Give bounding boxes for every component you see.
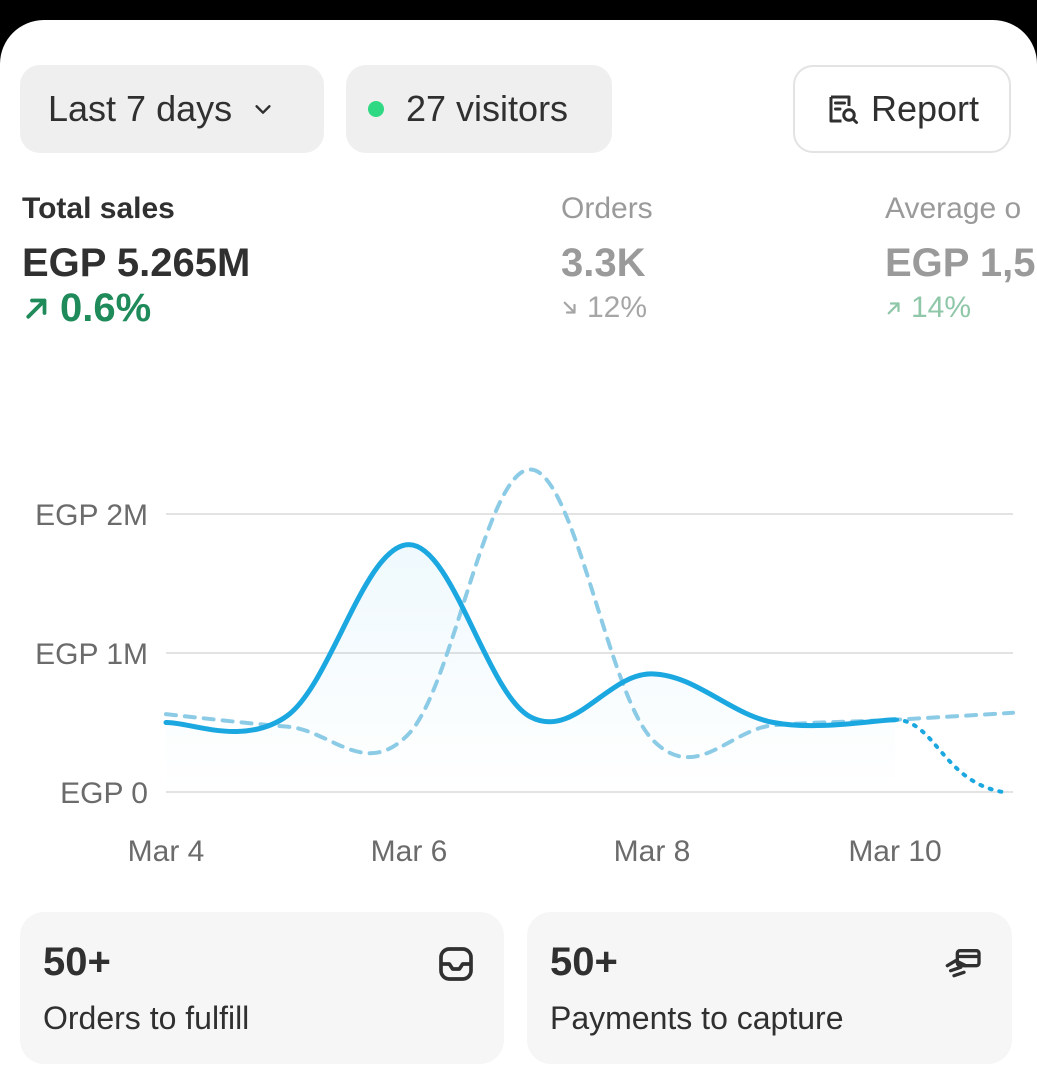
sales-line-chart[interactable]: EGP 2M EGP 1M EGP 0 Mar 4 Mar 6 Mar 8 Mar 10 xyxy=(0,390,1037,890)
tile-count: 50+ xyxy=(43,940,111,984)
y-tick-label: EGP 1M xyxy=(35,638,148,671)
analytics-card: Last 7 days 27 visitors Report Total sal… xyxy=(0,20,1037,1077)
chevron-down-icon xyxy=(255,105,271,114)
orders-to-fulfill-tile[interactable]: 50+ Orders to fulfill xyxy=(20,912,504,1064)
x-tick-label: Mar 6 xyxy=(371,835,448,868)
metric-orders[interactable]: Orders 3.3K 12% xyxy=(561,192,653,328)
series-current-line xyxy=(163,542,898,734)
inbox-icon xyxy=(439,947,473,981)
metric-label: Average o xyxy=(885,192,1022,225)
live-dot-icon xyxy=(368,101,384,117)
visitors-label: 27 visitors xyxy=(406,88,569,129)
metric-delta: 0.6% xyxy=(22,288,250,328)
metric-average-order-value[interactable]: Average o EGP 1,5 14% xyxy=(885,192,1035,328)
x-tick-label: Mar 8 xyxy=(614,835,691,868)
payment-hand-icon xyxy=(945,949,981,978)
report-label: Report xyxy=(870,88,980,129)
y-tick-label: EGP 2M xyxy=(35,499,148,532)
tile-count: 50+ xyxy=(550,940,618,984)
metric-delta-value: 0.6% xyxy=(60,286,152,330)
date-range-label: Last 7 days xyxy=(48,88,233,129)
metric-value: 3.3K xyxy=(561,241,646,285)
metric-delta: 12% xyxy=(561,288,653,328)
metric-value: EGP 5.265M xyxy=(22,241,251,285)
x-tick-label: Mar 4 xyxy=(128,835,205,868)
report-button[interactable]: Report xyxy=(793,65,1011,153)
metric-delta-value: 14% xyxy=(911,291,972,324)
payments-to-capture-tile[interactable]: 50+ Payments to capture xyxy=(527,912,1012,1064)
metric-value: EGP 1,5 xyxy=(885,241,1036,285)
tile-label: Payments to capture xyxy=(550,1000,844,1036)
y-tick-label: EGP 0 xyxy=(60,777,148,810)
arrow-up-right-icon xyxy=(26,298,47,319)
metric-delta: 14% xyxy=(885,288,1035,328)
series-current-area xyxy=(166,544,895,792)
report-search-icon xyxy=(829,95,858,124)
x-tick-label: Mar 10 xyxy=(848,835,941,868)
metric-label: Orders xyxy=(561,192,653,225)
arrow-down-right-icon xyxy=(563,301,576,314)
metric-delta-value: 12% xyxy=(587,291,648,324)
metric-label: Total sales xyxy=(22,192,175,225)
arrow-up-right-icon xyxy=(887,302,900,315)
metric-total-sales[interactable]: Total sales EGP 5.265M 0.6% xyxy=(22,192,250,328)
tile-label: Orders to fulfill xyxy=(43,1000,250,1036)
date-range-selector[interactable]: Last 7 days xyxy=(20,65,324,153)
live-visitors-badge[interactable]: 27 visitors xyxy=(346,65,612,153)
series-current-projection xyxy=(893,717,1005,794)
